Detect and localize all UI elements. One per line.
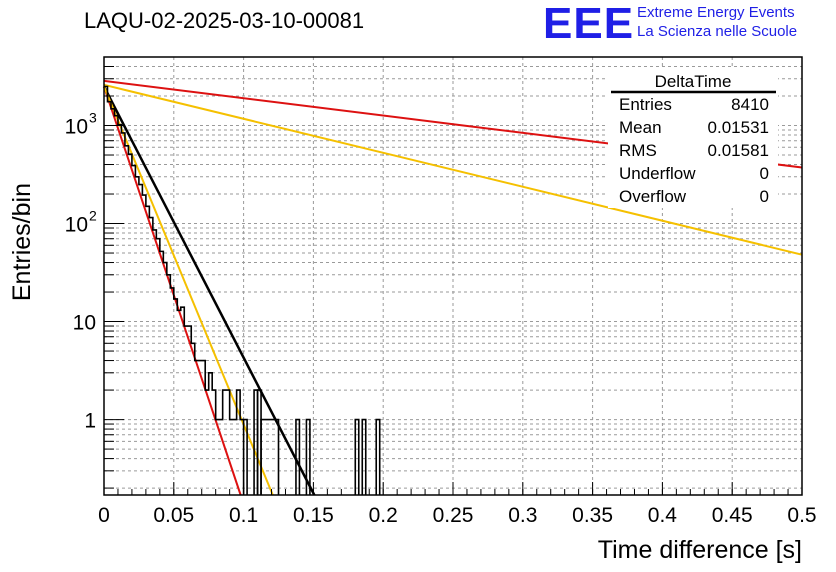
stats-label: Underflow [619,164,696,183]
logo-line-2: La Scienza nelle Scuole [637,23,798,40]
x-tick-label: 0 [98,504,110,527]
eee-logo: EEE [543,0,635,48]
x-tick-labels: 0 0.05 0.1 0.15 0.2 0.25 0.3 0.35 0.4 0.45 0.5 [98,504,816,527]
y-tick-exponent: 2 [89,208,97,224]
y-tick-label: 10 [73,312,96,335]
stats-value: 0.01581 [708,141,769,160]
stats-label: Overflow [619,187,687,206]
y-axis-label: Entries/bin [8,183,36,301]
histogram-bin [260,418,280,495]
histogram-dense [104,85,244,421]
x-tick-label: 0.4 [648,504,678,527]
x-tick-label: 0.2 [369,504,398,527]
x-tick-label: 0.35 [572,504,613,527]
x-axis-label: Time difference [s] [598,536,802,564]
x-tick-label: 0.1 [229,504,258,527]
stats-label: RMS [619,141,657,160]
logo-line-1: Extreme Energy Events [637,4,795,21]
stats-value: 8410 [731,95,769,114]
histogram-bin [295,418,301,495]
histogram [104,85,381,495]
stats-label: Entries [619,95,672,114]
y-tick-label: 1 [84,410,96,433]
stats-value: 0 [760,187,769,206]
x-tick-label: 0.25 [433,504,474,527]
orange-flat-curve [103,83,803,256]
grid [104,56,802,495]
exp-fit-curve [102,85,316,496]
stats-label: Mean [619,118,662,137]
logo-caption: Extreme Energy Events La Scienza nelle S… [637,3,797,41]
x-tick-label: 0.45 [712,504,753,527]
histogram-bin [305,418,311,495]
stats-title: DeltaTime [655,72,732,91]
y-tick-exponent: 3 [89,110,97,126]
x-tick-label: 0.3 [508,504,537,527]
stats-value: 0.01531 [708,118,769,137]
x-tick-label: 0.5 [787,504,816,527]
histogram-bin [242,418,248,495]
x-tick-label: 0.15 [293,504,334,527]
histogram-bin [375,418,381,495]
x-tick-label: 0.05 [153,504,194,527]
histogram-bin [361,418,367,495]
chart-title: LAQU-02-2025-03-10-00081 [84,8,365,33]
histogram-bin [354,418,360,495]
axis-ticks [103,56,803,495]
stats-box: DeltaTime Entries 8410 Mean 0.01531 RMS 0.015… [608,68,778,208]
stats-value: 0 [760,164,769,183]
red-steep-curve [103,86,242,496]
y-tick-label: 10 [65,214,88,237]
y-tick-label: 10 [65,116,88,139]
